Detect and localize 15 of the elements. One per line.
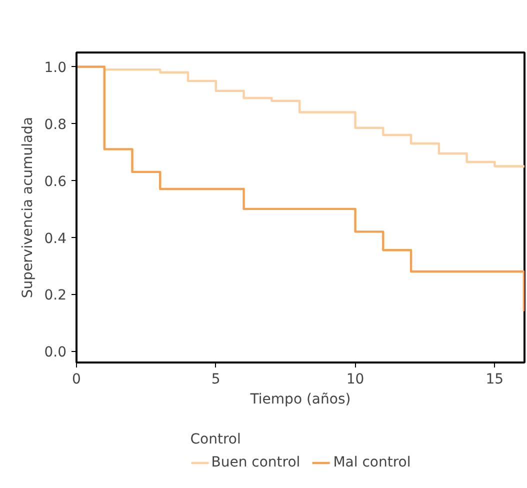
y-tick-label: 1.0 xyxy=(44,60,66,76)
y-tick-label: 0.4 xyxy=(44,230,67,247)
y-tick-label: 0.0 xyxy=(44,344,66,361)
y-axis-title: Supervivencia acumulada xyxy=(20,116,36,298)
y-tick-label: 0.8 xyxy=(44,117,66,134)
y-tick-label: 0.6 xyxy=(44,174,67,190)
x-tick-label: 0 xyxy=(72,372,81,388)
legend-label: Mal control xyxy=(333,454,411,470)
y-tick-label: 0.2 xyxy=(44,288,66,304)
legend-label: Buen control xyxy=(211,454,300,470)
x-axis-title: Tiempo (años) xyxy=(249,392,351,408)
x-tick-label: 5 xyxy=(211,372,220,388)
x-tick-label: 15 xyxy=(486,372,504,388)
legend-title: Control xyxy=(190,432,242,448)
x-tick-label: 10 xyxy=(346,372,364,388)
